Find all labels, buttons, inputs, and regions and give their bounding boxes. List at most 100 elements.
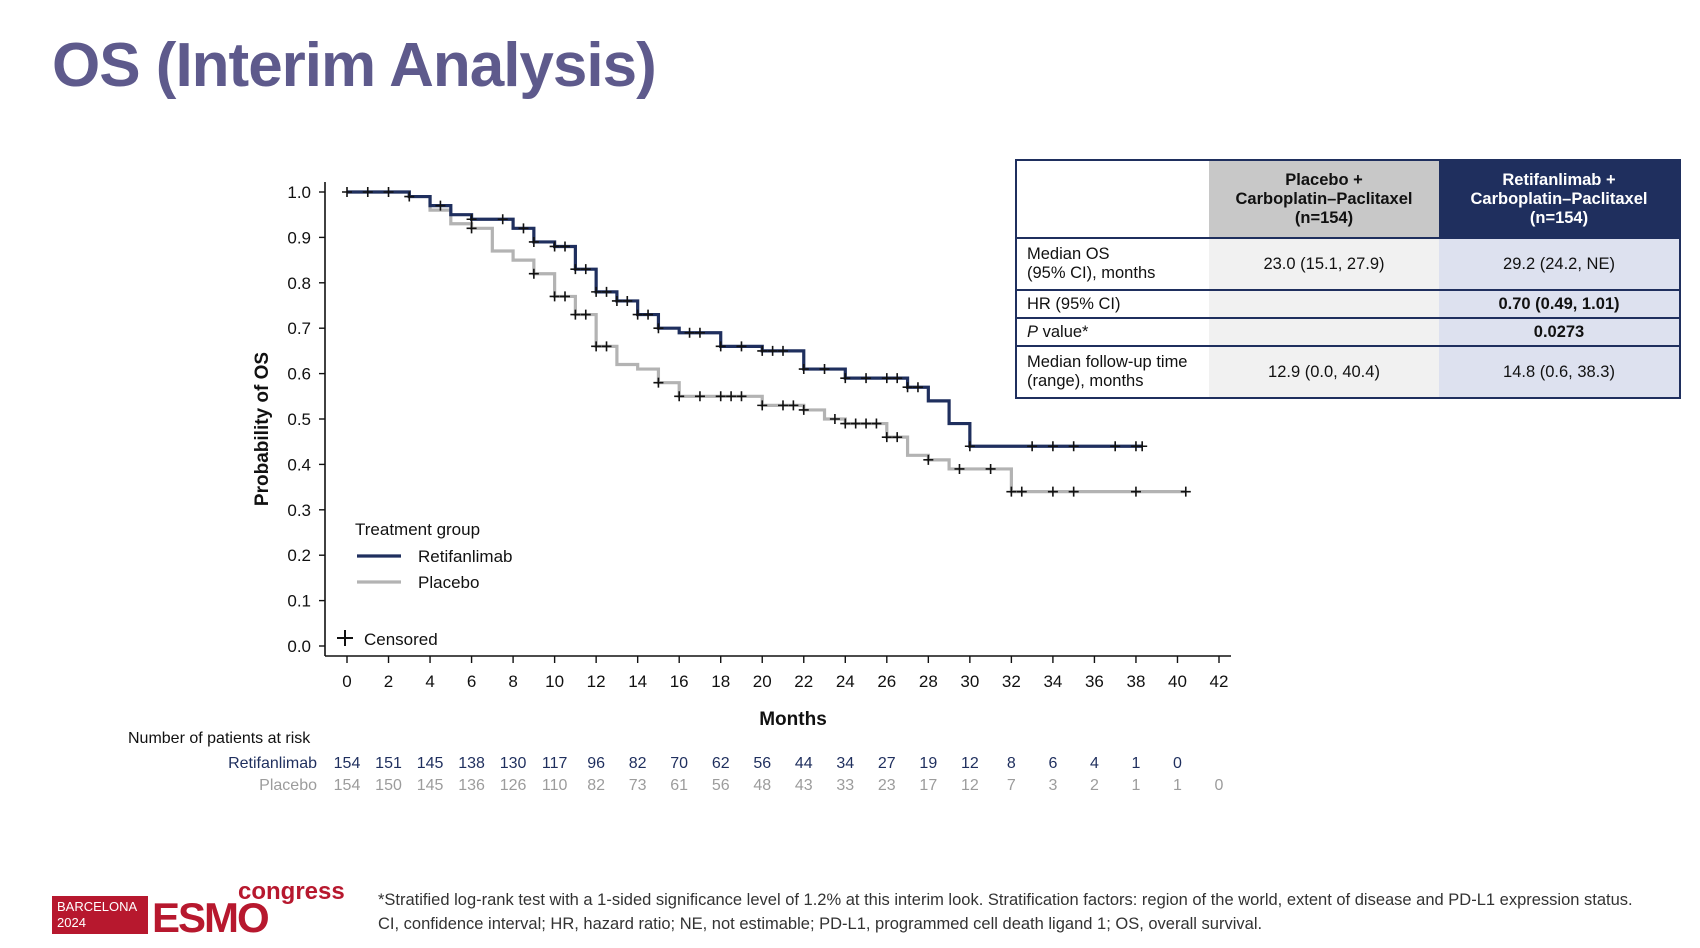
- censor-mark-retifanlimab: [767, 345, 778, 356]
- risk-value-placebo: 154: [334, 777, 361, 794]
- logo-congress: congress: [238, 878, 345, 905]
- censor-mark-retifanlimab: [570, 264, 581, 275]
- censor-mark-placebo: [1016, 486, 1027, 497]
- x-tick-label: 10: [545, 672, 564, 691]
- censor-mark-retifanlimab: [632, 309, 643, 320]
- censor-mark-placebo: [715, 391, 726, 402]
- risk-value-retifanlimab: 70: [670, 755, 688, 772]
- x-tick-label: 36: [1085, 672, 1104, 691]
- risk-value-placebo: 1: [1131, 777, 1140, 794]
- censor-mark-placebo: [528, 268, 539, 279]
- censor-mark-retifanlimab: [466, 214, 477, 225]
- x-tick-label: 12: [587, 672, 606, 691]
- censor-mark-placebo: [778, 400, 788, 411]
- censor-mark-placebo: [591, 341, 602, 352]
- censor-mark-retifanlimab: [342, 187, 352, 197]
- row-label-median-os: Median OS (95% CI), months: [1016, 238, 1209, 290]
- risk-value-retifanlimab: 154: [334, 755, 361, 772]
- censor-mark-retifanlimab: [518, 223, 529, 234]
- censor-mark-retifanlimab: [549, 241, 560, 252]
- y-tick-label: 0.8: [287, 274, 311, 293]
- header-empty-cell: [1016, 160, 1209, 238]
- risk-value-placebo: 0: [1215, 777, 1224, 794]
- cell-placebo-hr: [1209, 290, 1439, 318]
- logo-wordmark: ESMO: [152, 894, 270, 941]
- cell-placebo-median-os: 23.0 (15.1, 27.9): [1209, 238, 1439, 290]
- footnote-line1: *Stratified log-rank test with a 1-sided…: [378, 891, 1633, 909]
- censor-mark-placebo: [1047, 486, 1058, 497]
- cell-placebo-follow-up: 12.9 (0.0, 40.4): [1209, 346, 1439, 398]
- censor-mark-retifanlimab: [964, 441, 975, 452]
- summary-table: Placebo + Carboplatin–Paclitaxel (n=154)…: [1015, 159, 1681, 399]
- slide-title: OS (Interim Analysis): [52, 31, 657, 100]
- censor-mark-placebo: [850, 418, 861, 429]
- legend-label-placebo: Placebo: [418, 573, 479, 592]
- x-tick-label: 42: [1210, 672, 1229, 691]
- footnote-line2: CI, confidence interval; HR, hazard rati…: [378, 915, 1263, 933]
- risk-value-placebo: 17: [919, 777, 937, 794]
- header-placebo-line1: Placebo +: [1285, 170, 1363, 189]
- x-tick-label: 2: [384, 672, 393, 691]
- y-tick-label: 0.4: [287, 455, 311, 474]
- risk-value-placebo: 110: [542, 777, 568, 794]
- censor-mark-retifanlimab: [560, 241, 570, 252]
- risk-value-placebo: 7: [1007, 777, 1016, 794]
- risk-value-placebo: 126: [500, 777, 527, 794]
- table-row-median-os: Median OS (95% CI), months 23.0 (15.1, 2…: [1016, 238, 1680, 290]
- risk-value-placebo: 56: [712, 777, 730, 794]
- legend-label-retifanlimab: Retifanlimab: [418, 547, 513, 566]
- risk-value-retifanlimab: 34: [836, 755, 854, 772]
- censor-mark-placebo: [871, 418, 882, 429]
- cell-retif-p-value: 0.0273: [1439, 318, 1680, 346]
- y-tick-label: 0.5: [287, 410, 311, 429]
- y-tick-label: 1.0: [287, 183, 311, 202]
- risk-row-label-placebo: Placebo: [259, 777, 317, 794]
- censor-mark-retifanlimab: [912, 382, 923, 393]
- censor-mark-retifanlimab: [892, 373, 903, 384]
- y-tick-label: 0.2: [287, 546, 311, 565]
- censor-mark-retifanlimab: [362, 187, 373, 197]
- table-row-p-value: P value* 0.0273: [1016, 318, 1680, 346]
- censor-mark-placebo: [736, 391, 747, 402]
- row-label-p-rest: value*: [1038, 322, 1089, 341]
- cell-placebo-p-value: [1209, 318, 1439, 346]
- censor-mark-placebo: [1006, 486, 1017, 497]
- risk-value-retifanlimab: 12: [961, 755, 979, 772]
- risk-value-retifanlimab: 130: [500, 755, 527, 772]
- censor-mark-retifanlimab: [528, 236, 539, 247]
- censor-mark-retifanlimab: [1027, 441, 1038, 452]
- censor-mark-placebo: [570, 309, 581, 320]
- risk-value-placebo: 23: [878, 777, 896, 794]
- censor-mark-retifanlimab: [643, 309, 654, 320]
- y-tick-label: 0.7: [287, 319, 311, 338]
- risk-value-placebo: 12: [961, 777, 979, 794]
- risk-value-placebo: 33: [836, 777, 854, 794]
- censor-mark-retifanlimab: [902, 382, 913, 393]
- censored-legend-label: Censored: [364, 630, 438, 649]
- risk-value-placebo: 2: [1090, 777, 1099, 794]
- censor-mark-retifanlimab: [840, 373, 851, 384]
- censor-mark-placebo: [560, 291, 570, 302]
- censor-mark-placebo: [798, 404, 809, 415]
- censor-mark-retifanlimab: [591, 286, 602, 297]
- risk-value-placebo: 73: [629, 777, 647, 794]
- censor-mark-placebo: [726, 391, 737, 402]
- header-placebo: Placebo + Carboplatin–Paclitaxel (n=154): [1209, 160, 1439, 238]
- x-tick-label: 40: [1168, 672, 1187, 691]
- censor-mark-retifanlimab: [736, 341, 747, 352]
- censor-mark-retifanlimab: [715, 341, 726, 352]
- risk-value-retifanlimab: 82: [629, 755, 647, 772]
- header-placebo-line2: Carboplatin–Paclitaxel: [1235, 189, 1413, 208]
- risk-value-placebo: 150: [375, 777, 402, 794]
- risk-value-retifanlimab: 117: [542, 755, 568, 772]
- censor-mark-placebo: [757, 400, 768, 411]
- risk-value-retifanlimab: 145: [417, 755, 444, 772]
- x-tick-label: 6: [467, 672, 476, 691]
- header-retif-line3: (n=154): [1529, 208, 1589, 227]
- x-tick-label: 32: [1002, 672, 1021, 691]
- censor-mark-retifanlimab: [435, 200, 446, 211]
- y-tick-label: 0.9: [287, 228, 311, 247]
- risk-value-retifanlimab: 6: [1048, 755, 1057, 772]
- risk-value-retifanlimab: 96: [587, 755, 605, 772]
- risk-value-retifanlimab: 0: [1173, 755, 1182, 772]
